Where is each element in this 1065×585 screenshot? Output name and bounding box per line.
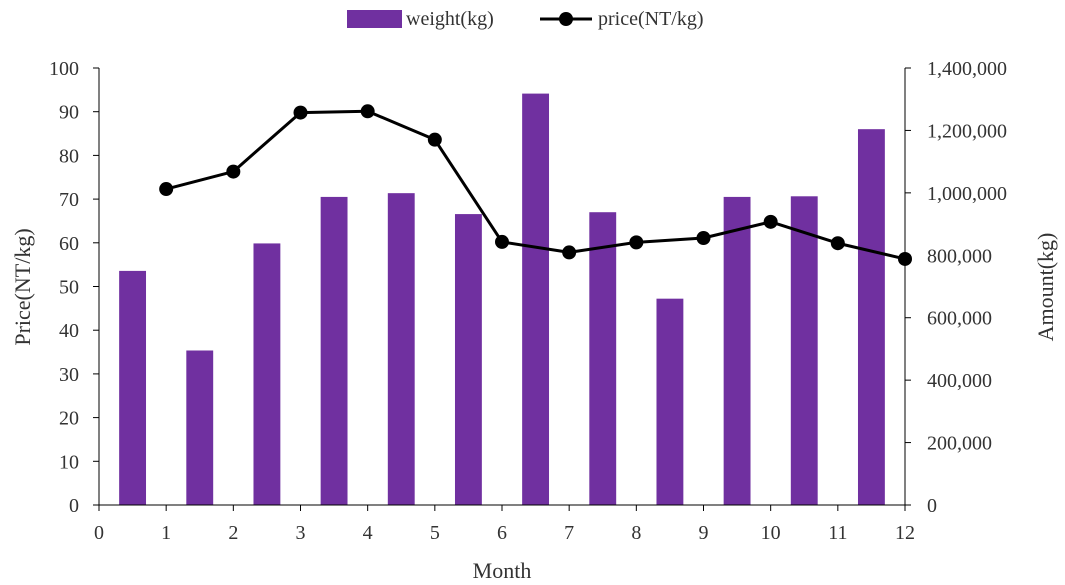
price-point (629, 235, 644, 250)
price-point (562, 245, 577, 260)
bar-weight (186, 350, 214, 505)
y-left-tick-label: 70 (59, 189, 79, 211)
legend-price-label: price(NT/kg) (598, 8, 704, 30)
bars-layer (119, 93, 885, 506)
price-point (427, 132, 442, 147)
x-tick-label: 5 (430, 522, 440, 544)
price-point (360, 104, 375, 119)
price-point (898, 251, 912, 266)
price-line-layer (159, 104, 912, 266)
price-point (495, 234, 509, 249)
x-tick-label: 8 (631, 522, 641, 544)
bar-weight (387, 193, 415, 505)
x-tick-label: 6 (497, 522, 507, 544)
y-left-tick-label: 50 (59, 277, 79, 299)
x-axis-title: Month (473, 558, 532, 583)
bar-weight (656, 298, 684, 505)
legend-weight-swatch (347, 10, 402, 28)
y-right-tick-label: 0 (927, 495, 937, 517)
y-right-tick-label: 1,000,000 (927, 183, 1007, 205)
y-left-tick-label: 60 (59, 233, 79, 255)
legend: weight(kg) price(NT/kg) (347, 8, 704, 30)
price-point (763, 214, 778, 229)
bar-weight (320, 196, 348, 506)
y-right-tick-label: 1,200,000 (927, 120, 1007, 142)
tick-labels-layer: 0 1 2 3 4 5 6 7 8 9 10 11 12010203040506070809010002… (49, 58, 1007, 544)
y-left-tick-label: 100 (49, 58, 79, 80)
x-tick-label: 9 (699, 522, 709, 544)
bar-weight (589, 212, 617, 505)
price-point (293, 105, 308, 120)
y-left-axis-title: Price(NT/kg) (10, 228, 35, 345)
bar-weight (723, 196, 751, 506)
x-tick-label: 3 (296, 522, 306, 544)
y-left-tick-label: 80 (59, 145, 79, 167)
y-right-tick-label: 200,000 (927, 433, 992, 455)
y-left-tick-label: 0 (69, 495, 79, 517)
x-tick-label: 10 (761, 522, 781, 544)
x-tick-label: 4 (363, 522, 373, 544)
y-right-tick-label: 1,400,000 (927, 58, 1007, 80)
price-point (696, 230, 711, 245)
axes-layer (93, 67, 911, 511)
bar-weight (790, 196, 818, 505)
y-left-tick-label: 40 (59, 320, 79, 342)
x-tick-label: 1 (161, 522, 171, 544)
x-tick-label: 11 (828, 522, 847, 544)
y-left-tick-label: 10 (59, 451, 79, 473)
price-point (159, 182, 174, 197)
x-tick-label: 2 (228, 522, 238, 544)
y-right-tick-label: 400,000 (927, 370, 992, 392)
bar-weight (119, 270, 147, 505)
y-right-axis-title: Amount(kg) (1033, 233, 1058, 342)
bar-weight (522, 93, 550, 506)
y-left-tick-label: 30 (59, 364, 79, 386)
bar-weight (253, 243, 281, 505)
y-left-tick-label: 90 (59, 102, 79, 124)
bar-weight (857, 129, 885, 505)
price-point (226, 164, 241, 179)
legend-weight-label: weight(kg) (406, 8, 494, 30)
bar-weight (454, 214, 482, 505)
price-line (165, 109, 906, 261)
x-tick-label: 7 (564, 522, 574, 544)
y-left-tick-label: 20 (59, 408, 79, 430)
y-right-tick-label: 600,000 (927, 308, 992, 330)
x-tick-label: 0 (94, 522, 104, 544)
y-right-tick-label: 800,000 (927, 245, 992, 267)
price-point (830, 236, 845, 251)
x-tick-label: 12 (895, 522, 915, 544)
legend-price-marker (559, 12, 573, 26)
